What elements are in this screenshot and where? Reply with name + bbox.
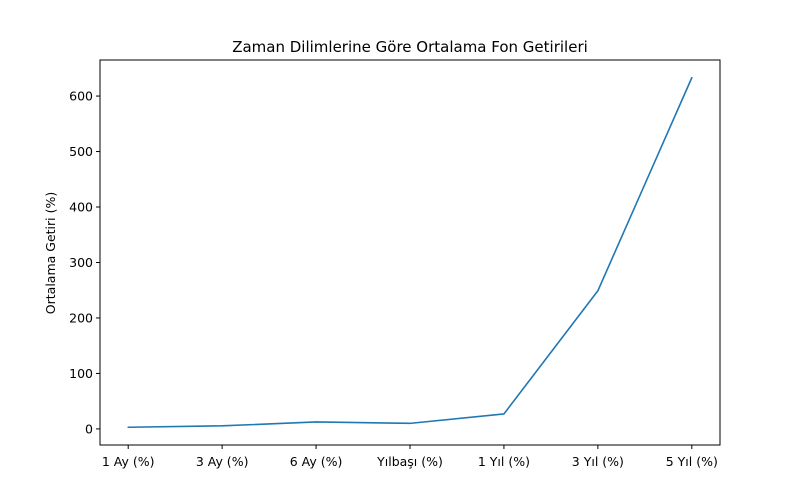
series-layer xyxy=(127,76,693,429)
chart-title: Zaman Dilimlerine Göre Ortalama Fon Geti… xyxy=(232,38,588,56)
y-tick-label: 600 xyxy=(69,89,93,104)
x-tick-label: 3 Ay (%) xyxy=(196,454,249,469)
y-tick-label: 200 xyxy=(69,310,93,325)
y-tick-label: 300 xyxy=(69,255,93,270)
x-tick-label: 3 Yıl (%) xyxy=(572,454,624,469)
y-tick-label: 400 xyxy=(69,200,93,215)
plot-area-frame xyxy=(99,59,721,446)
axis-ticks: 0 100 200 300 400 500 600 1 Ay (%) 3 Ay (%) 6 Ay … xyxy=(69,89,718,469)
x-tick-label: 5 Yıl (%) xyxy=(666,454,718,469)
x-tick-label: Yılbaşı (%) xyxy=(376,454,443,469)
x-tick-label: 6 Ay (%) xyxy=(290,454,343,469)
y-tick-label: 100 xyxy=(69,366,93,381)
series-line-0 xyxy=(127,76,693,429)
y-tick-label: 500 xyxy=(69,144,93,159)
y-tick-label: 0 xyxy=(85,421,93,436)
x-tick-label: 1 Yıl (%) xyxy=(478,454,530,469)
x-tick-label: 1 Ay (%) xyxy=(102,454,155,469)
y-axis-label: Ortalama Getiri (%) xyxy=(43,192,58,314)
